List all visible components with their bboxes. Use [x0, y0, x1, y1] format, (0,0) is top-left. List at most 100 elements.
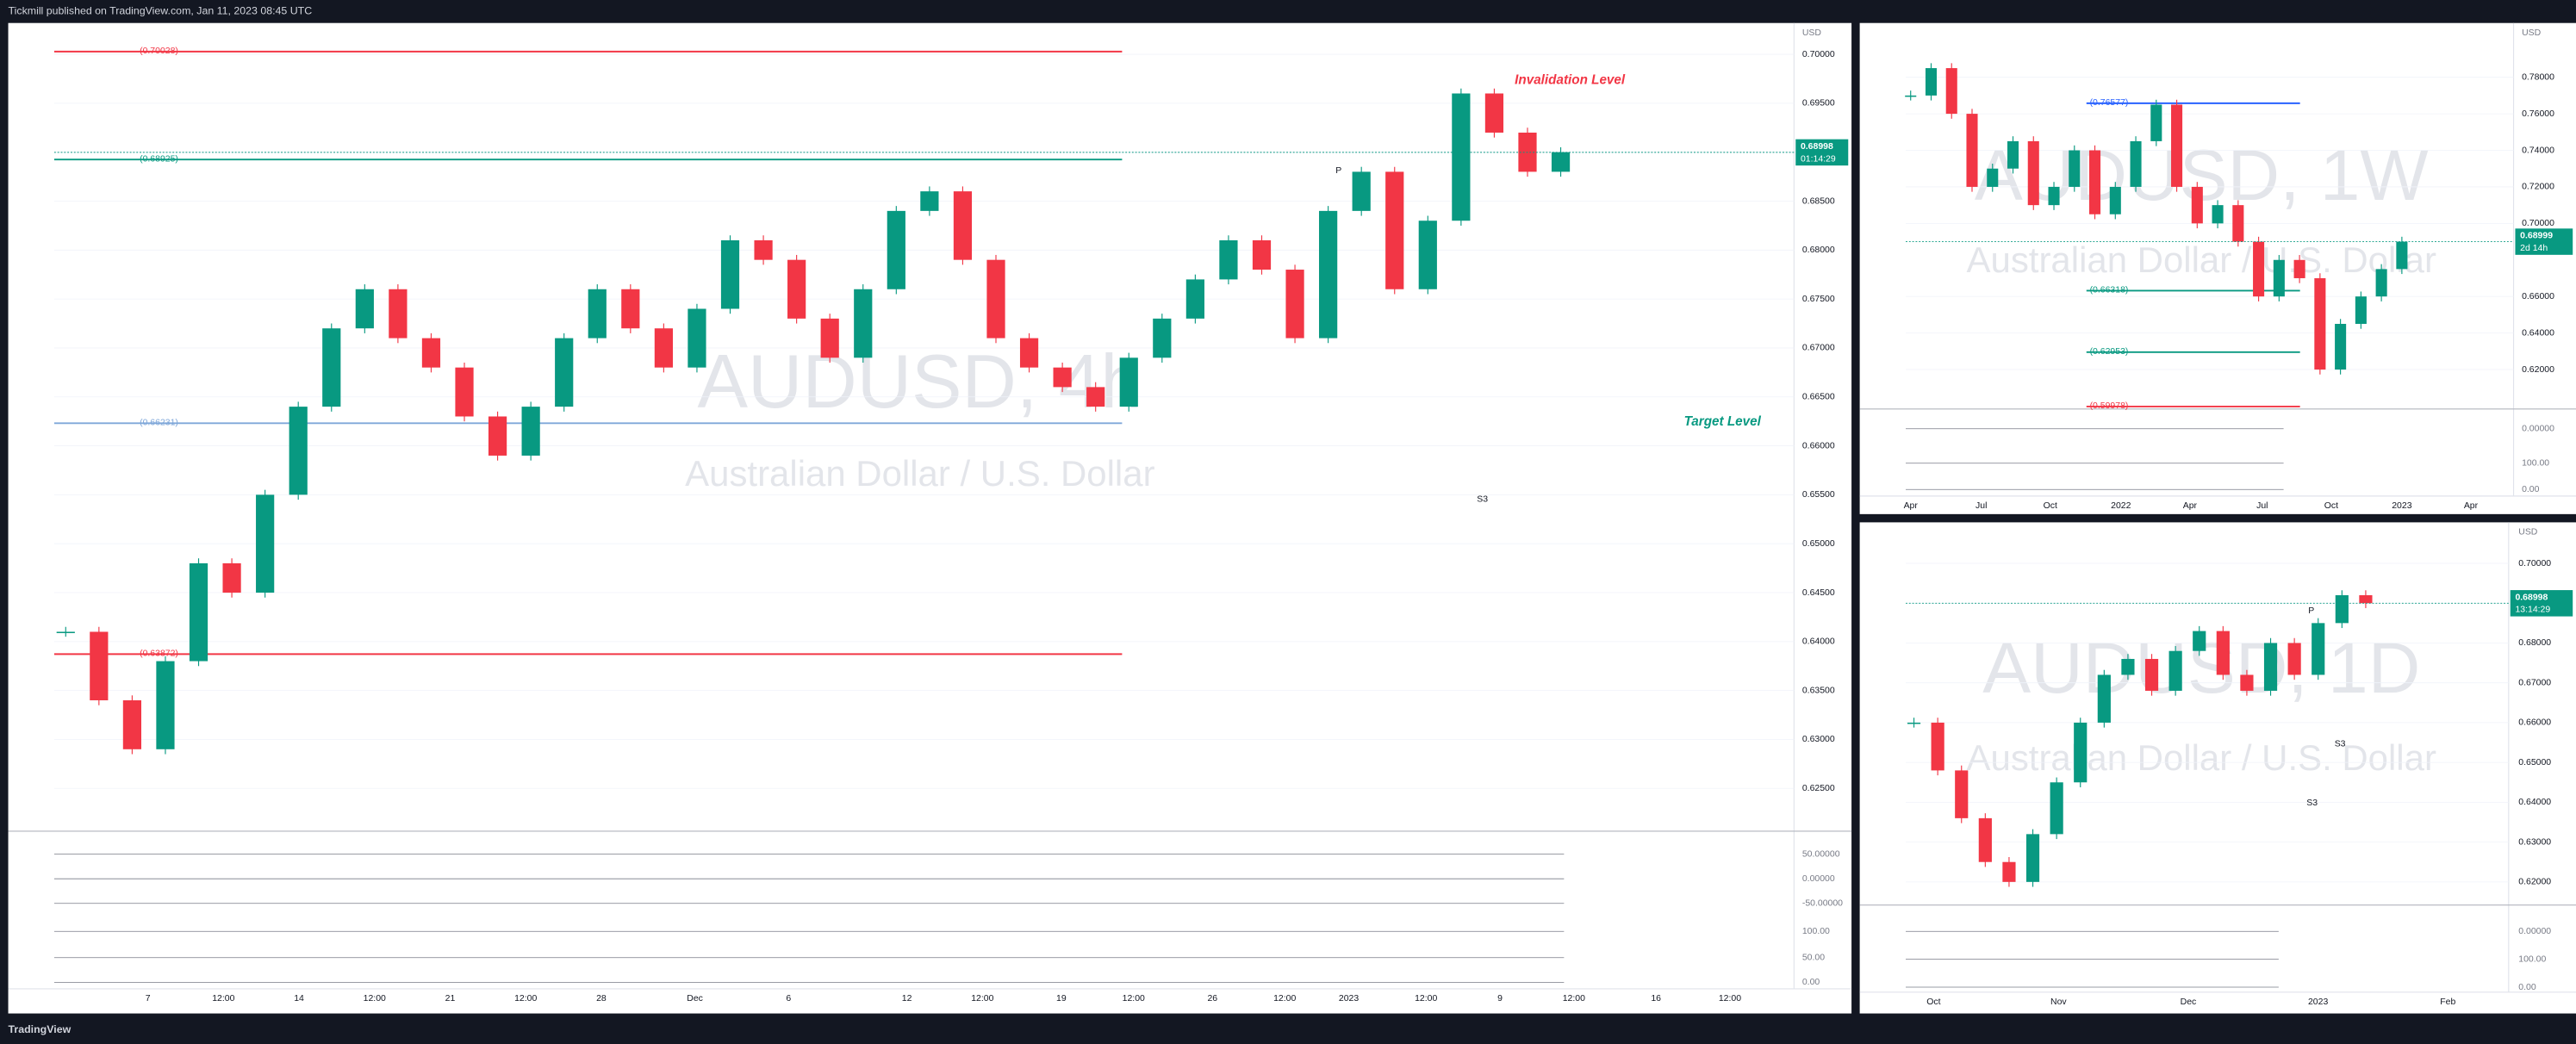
- candle: [2314, 277, 2326, 370]
- price-tag-value: 0.68998: [1801, 142, 1833, 152]
- y-tick-label: 0.64000: [2522, 328, 2554, 338]
- candle: [2144, 658, 2159, 691]
- x-tick-label: Dec: [687, 994, 703, 1004]
- candle: [854, 289, 873, 358]
- y-tick-label: 0.70000: [2518, 559, 2551, 569]
- candle: [1955, 770, 1969, 818]
- candle: [2069, 150, 2081, 187]
- annotation: P: [2308, 606, 2314, 616]
- candle: [1966, 114, 1978, 187]
- y-tick-label: 0.78000: [2522, 72, 2554, 82]
- candle: [2002, 861, 2016, 882]
- oscillator-label: 0.00: [2522, 485, 2540, 494]
- candle: [1185, 279, 1204, 319]
- x-tick-label: 21: [445, 994, 456, 1004]
- watermark-description: Australian Dollar / U.S. Dollar: [1967, 239, 2436, 280]
- oscillator-label: 100.00: [2522, 459, 2549, 469]
- x-tick-label: 2022: [2111, 501, 2131, 511]
- candle: [1484, 93, 1504, 133]
- candle: [256, 494, 275, 593]
- y-tick-label: 0.65000: [1802, 539, 1835, 549]
- candle: [2007, 140, 2019, 169]
- y-tick-label: 0.69500: [1802, 99, 1835, 109]
- candle: [2240, 674, 2254, 691]
- y-tick-label: 0.72000: [2522, 183, 2554, 192]
- y-tick-label: 0.65000: [2518, 758, 2551, 767]
- oscillator-label: 50.00000: [1802, 849, 1840, 859]
- candle: [2263, 643, 2278, 691]
- oscillator-label: 50.00: [1802, 953, 1825, 962]
- x-tick-label: 9: [1497, 994, 1503, 1004]
- y-tick-label: 0.67000: [2518, 678, 2551, 687]
- candle: [2050, 782, 2063, 835]
- candle: [2396, 241, 2408, 270]
- price-tag-value: 0.68999: [2520, 232, 2553, 241]
- x-tick-label: 12:00: [1563, 994, 1585, 1004]
- y-tick-label: 0.65500: [1802, 490, 1835, 500]
- candle: [2253, 241, 2265, 297]
- y-tick-label: 0.67500: [1802, 295, 1835, 304]
- annotation: Invalidation Level: [1515, 72, 1626, 87]
- price-tag: [1795, 139, 1849, 166]
- oscillator-label: 0.00000: [2518, 927, 2551, 936]
- price-tag-countdown: 2d 14h: [2520, 244, 2548, 253]
- x-tick-label: Apr: [2183, 501, 2198, 511]
- candle: [621, 289, 640, 329]
- x-tick-label: 12:00: [971, 994, 993, 1004]
- candle: [1219, 239, 1238, 280]
- candle: [1551, 152, 1571, 172]
- x-tick-label: Nov: [2050, 997, 2067, 1007]
- candle: [1119, 357, 1138, 407]
- candle: [2355, 296, 2367, 324]
- candle: [654, 328, 673, 368]
- price-tag-countdown: 13:14:29: [2515, 606, 2550, 615]
- x-tick-label: 2023: [2308, 997, 2328, 1007]
- panel-1w: [1859, 22, 2576, 514]
- candle: [2130, 140, 2142, 187]
- candle: [1945, 68, 1957, 115]
- x-tick-label: Jul: [2256, 501, 2268, 511]
- candle: [122, 699, 142, 749]
- x-tick-label: 12:00: [1123, 994, 1145, 1004]
- watermark-description: Australian Dollar / U.S. Dollar: [685, 453, 1154, 494]
- x-tick-label: 12:00: [514, 994, 537, 1004]
- x-tick-label: 14: [294, 994, 304, 1004]
- candle: [2359, 594, 2373, 604]
- x-tick-label: Apr: [2464, 501, 2479, 511]
- panel-4h: [8, 22, 1852, 1014]
- candle: [1925, 68, 1938, 96]
- oscillator-label: 0.00000: [2522, 424, 2554, 433]
- y-tick-label: 0.62000: [2518, 878, 2551, 887]
- candle: [2193, 631, 2206, 651]
- y-tick-label: 0.64000: [2518, 798, 2551, 807]
- oscillator-label: 100.00: [1802, 927, 1830, 936]
- price-tag-countdown: 01:14:29: [1801, 154, 1836, 164]
- level-label: (0.63872): [140, 649, 178, 659]
- candle: [289, 407, 308, 495]
- candle: [1319, 210, 1338, 339]
- y-tick-label: 0.74000: [2522, 146, 2554, 155]
- candle: [2375, 269, 2387, 297]
- candle: [1907, 722, 1921, 724]
- x-tick-label: Dec: [2181, 997, 2197, 1007]
- candle: [2212, 205, 2224, 224]
- candle: [2232, 205, 2244, 242]
- candle: [90, 631, 109, 700]
- candle: [1252, 239, 1272, 270]
- x-tick-label: 12:00: [1415, 994, 1437, 1004]
- candle: [488, 416, 507, 456]
- candle: [2335, 594, 2349, 624]
- x-tick-label: Oct: [2044, 501, 2057, 511]
- y-tick-label: 0.66000: [1802, 441, 1835, 451]
- candle: [1931, 722, 1944, 771]
- x-tick-label: 12:00: [1273, 994, 1296, 1004]
- candle: [2121, 658, 2135, 675]
- annotation: S3: [1477, 494, 1488, 504]
- y-tick-label: 0.62500: [1802, 784, 1835, 793]
- level-label: (0.59978): [2090, 401, 2129, 411]
- candle: [355, 289, 374, 329]
- y-tick-label: 0.63000: [2518, 837, 2551, 847]
- candle: [1285, 270, 1304, 339]
